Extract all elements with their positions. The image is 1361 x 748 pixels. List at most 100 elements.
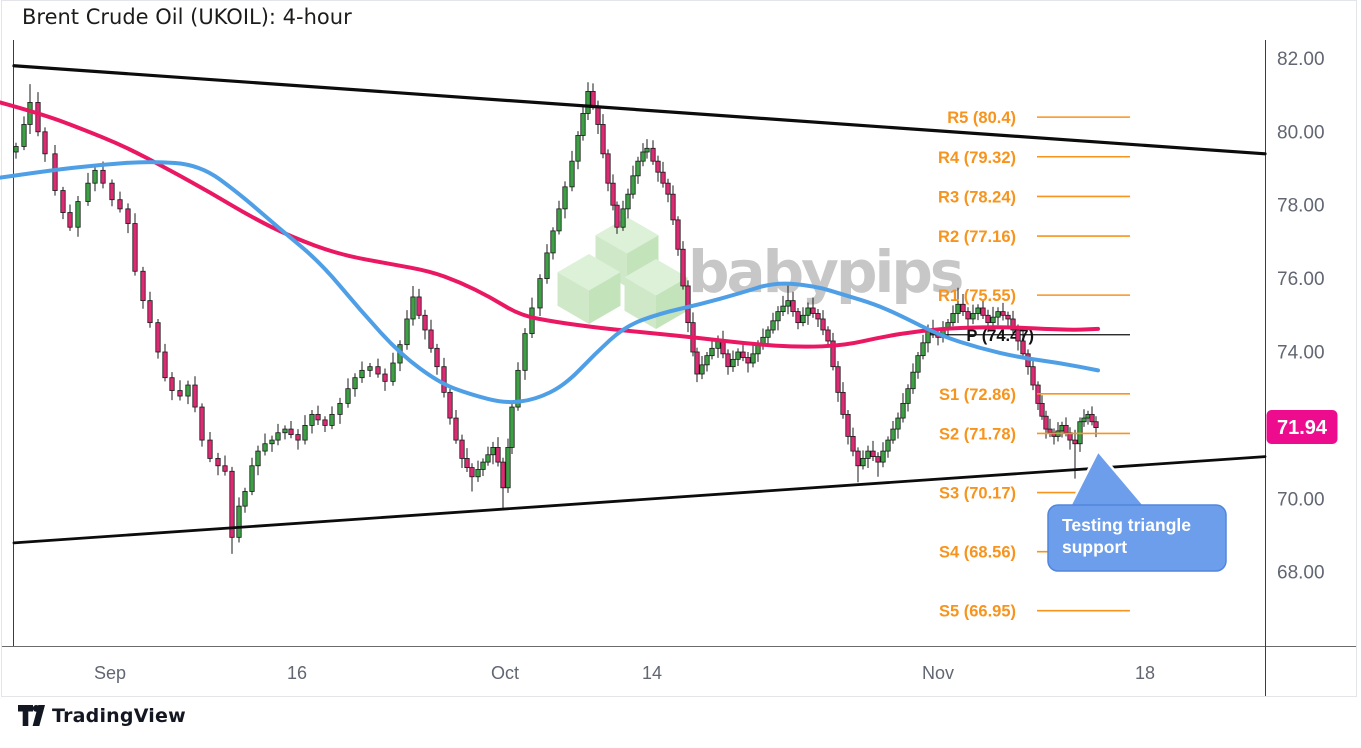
x-axis-label: 16 bbox=[287, 663, 307, 683]
candle bbox=[600, 114, 606, 159]
candle bbox=[870, 440, 876, 461]
candle bbox=[453, 409, 459, 444]
candle bbox=[855, 447, 861, 483]
x-axis-labels: Sep 16 Oct 14 Nov 18 bbox=[94, 663, 1155, 683]
candle bbox=[660, 161, 666, 188]
candle bbox=[680, 241, 686, 290]
candle bbox=[359, 361, 365, 383]
y-axis-labels: 82.00 80.00 78.00 76.00 74.00 70.00 68.00 bbox=[1277, 49, 1325, 584]
candle bbox=[750, 343, 756, 368]
candle bbox=[441, 357, 447, 398]
pivot-label-R3: R3 (78.24) bbox=[938, 188, 1016, 206]
candle bbox=[1020, 330, 1026, 359]
candle bbox=[630, 165, 636, 199]
candle bbox=[835, 361, 841, 402]
candle bbox=[222, 455, 228, 476]
pivot-label-S2: S2 (71.78) bbox=[939, 425, 1016, 443]
candle bbox=[569, 150, 575, 192]
candle bbox=[262, 433, 268, 456]
candle bbox=[255, 445, 261, 476]
candle bbox=[1030, 357, 1036, 391]
pivot-label-S4: S4 (68.56) bbox=[939, 544, 1016, 562]
candle bbox=[990, 306, 996, 328]
candle bbox=[207, 432, 213, 463]
candle bbox=[704, 352, 710, 372]
candle bbox=[21, 116, 27, 151]
x-axis-label: 18 bbox=[1135, 663, 1155, 683]
pivot-label-S3: S3 (70.17) bbox=[939, 485, 1016, 503]
candle bbox=[770, 312, 776, 334]
pivot-levels-layer: R5 (80.4) R4 (79.32) R3 (78.24) R2 (77.16) R… bbox=[938, 109, 1130, 621]
candlestick-series bbox=[13, 82, 1099, 554]
tradingview-logo-text: TradingView bbox=[52, 705, 186, 727]
candle bbox=[910, 363, 916, 394]
candle bbox=[522, 328, 528, 380]
candle bbox=[780, 295, 786, 317]
candle bbox=[800, 307, 806, 327]
callout-arrow-icon bbox=[1065, 448, 1151, 512]
candle bbox=[249, 457, 255, 496]
candle bbox=[459, 434, 465, 468]
slow-ma bbox=[0, 100, 1100, 349]
candle bbox=[556, 200, 562, 235]
candle bbox=[464, 448, 470, 473]
y-axis-label: 76.00 bbox=[1277, 269, 1325, 290]
x-axis-label: Nov bbox=[922, 663, 954, 683]
candle bbox=[620, 200, 626, 231]
candle bbox=[1000, 302, 1006, 321]
ascending-support[interactable] bbox=[12, 455, 1267, 545]
fast-ma bbox=[0, 160, 1100, 405]
candle bbox=[125, 203, 131, 234]
candle bbox=[282, 425, 288, 440]
candle bbox=[725, 349, 731, 375]
candle bbox=[500, 457, 506, 510]
candle bbox=[730, 350, 736, 372]
candle bbox=[480, 458, 486, 477]
candle bbox=[995, 307, 1001, 326]
candle bbox=[865, 445, 871, 468]
candle bbox=[215, 452, 221, 476]
candle bbox=[690, 312, 696, 357]
candle bbox=[85, 172, 91, 206]
y-axis-label: 74.00 bbox=[1277, 343, 1325, 364]
candle bbox=[670, 185, 676, 226]
candle bbox=[735, 348, 741, 366]
candle bbox=[1072, 429, 1078, 479]
candle bbox=[275, 423, 281, 446]
candle bbox=[1089, 406, 1095, 426]
candle bbox=[505, 438, 511, 493]
candle bbox=[475, 460, 481, 482]
candle bbox=[13, 142, 19, 159]
candle bbox=[795, 307, 801, 330]
candle bbox=[132, 213, 138, 276]
candle bbox=[970, 304, 976, 325]
candle bbox=[352, 373, 358, 397]
candle bbox=[740, 343, 746, 362]
candle bbox=[302, 415, 308, 445]
last-price-badge: 71.94 bbox=[1266, 410, 1338, 444]
candle bbox=[390, 352, 396, 386]
candle bbox=[309, 409, 315, 434]
candle bbox=[845, 409, 851, 445]
candle bbox=[765, 326, 771, 344]
candle bbox=[1025, 349, 1031, 375]
candle bbox=[117, 191, 123, 213]
candle bbox=[895, 412, 901, 439]
candle bbox=[75, 196, 81, 237]
candle bbox=[382, 368, 388, 391]
candle bbox=[675, 216, 681, 256]
pivot-label-R1: R1 (75.55) bbox=[938, 287, 1016, 305]
candle bbox=[815, 309, 821, 328]
candle bbox=[109, 179, 115, 207]
tradingview-attribution[interactable]: TradingView bbox=[18, 705, 186, 727]
candle bbox=[1081, 409, 1087, 427]
candle bbox=[920, 334, 926, 360]
tradingview-logo-icon bbox=[18, 705, 45, 726]
y-axis-label: 82.00 bbox=[1277, 49, 1325, 70]
candle bbox=[42, 127, 48, 162]
descending-resistance[interactable] bbox=[12, 64, 1267, 156]
candle bbox=[575, 131, 581, 170]
candle bbox=[965, 307, 971, 328]
candle bbox=[940, 321, 946, 343]
